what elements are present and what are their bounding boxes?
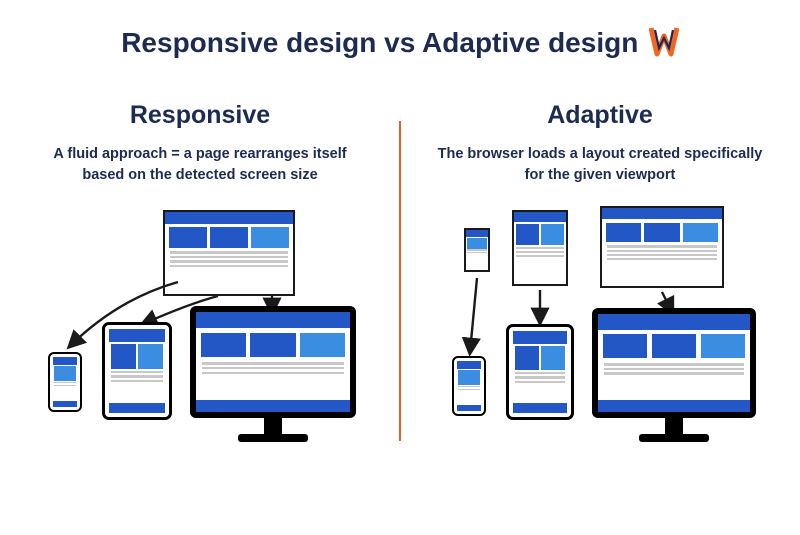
responsive-illustration — [28, 204, 372, 464]
header: Responsive design vs Adaptive design — [0, 0, 800, 69]
monitor-device — [592, 308, 756, 418]
monitor-base — [639, 434, 709, 442]
adaptive-illustration — [428, 204, 772, 464]
adaptive-title: Adaptive — [428, 101, 772, 130]
adaptive-description: The browser loads a layout created speci… — [428, 144, 772, 186]
logo-icon — [649, 26, 679, 69]
monitor-base — [238, 434, 308, 442]
tablet-device — [102, 322, 172, 420]
responsive-title: Responsive — [28, 101, 372, 130]
responsive-column: Responsive A fluid approach = a page rea… — [0, 101, 400, 521]
adaptive-column: Adaptive The browser loads a layout crea… — [400, 101, 800, 521]
responsive-description: A fluid approach = a page rearranges its… — [28, 144, 372, 186]
tablet-device — [506, 324, 574, 420]
comparison-columns: Responsive A fluid approach = a page rea… — [0, 101, 800, 521]
phone-device — [48, 352, 82, 412]
monitor-device — [190, 306, 356, 418]
main-title: Responsive design vs Adaptive design — [121, 27, 638, 59]
phone-device — [452, 356, 486, 416]
divider — [399, 121, 401, 441]
